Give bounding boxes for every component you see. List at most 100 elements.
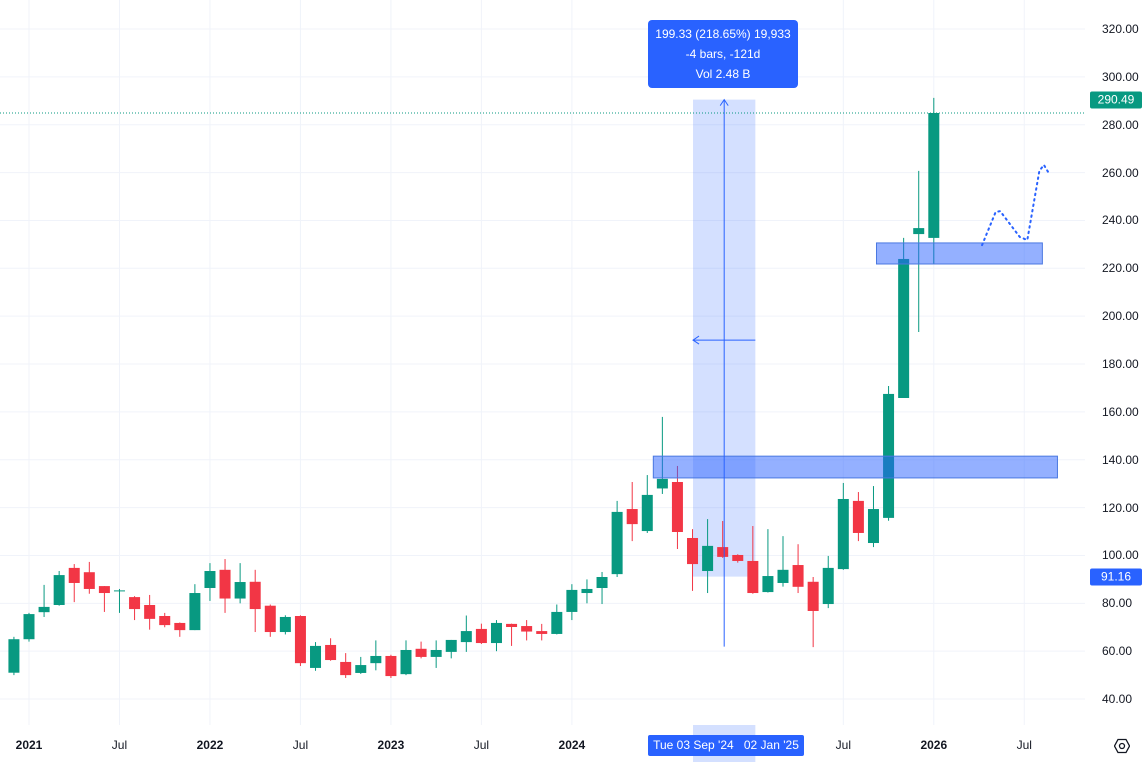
measure-volume: Vol 2.48 B: [695, 67, 751, 81]
candle-down: [294, 616, 306, 664]
candle-up: [189, 593, 201, 631]
candle-down: [340, 661, 352, 676]
arrow-head-icon: [692, 335, 700, 345]
candle-up: [490, 622, 502, 644]
candle-down: [792, 565, 804, 587]
measure-bars: -4 bars, -121d: [685, 47, 761, 61]
candle-up: [234, 582, 246, 599]
candle-down: [264, 605, 276, 633]
x-tick-label: Jul: [835, 738, 851, 752]
x-tick-label: Jul: [473, 738, 490, 752]
candle-down: [536, 631, 548, 634]
x-tick-label: 2024: [558, 738, 586, 752]
candle-up: [8, 639, 20, 673]
y-tick-label: 180.00: [1102, 357, 1139, 372]
support-zone: [875, 242, 1043, 265]
measure-start-price-label: 91.16: [1090, 568, 1142, 586]
y-tick-label: 320.00: [1102, 22, 1139, 36]
candle-up: [355, 665, 367, 673]
candle-up: [551, 611, 563, 634]
y-tick-label: 100.00: [1102, 548, 1139, 563]
last-price-label: 290.49: [1090, 91, 1142, 109]
candle-up: [38, 606, 50, 613]
measure-tooltip: 199.33 (218.65%) 19,933 -4 bars, -121d V…: [648, 20, 798, 88]
x-tick-label: Jul: [1016, 738, 1032, 752]
x-tick-label: 2026: [920, 738, 948, 752]
y-tick-label: 260.00: [1102, 165, 1139, 180]
candle-down: [521, 626, 533, 632]
candle-up: [370, 655, 382, 664]
candle-up: [656, 478, 668, 489]
candle-down: [219, 569, 231, 599]
candle-down: [174, 622, 186, 631]
projection-path: [981, 163, 1051, 247]
candle-up: [445, 639, 457, 652]
arrow-head-icon: [719, 98, 729, 106]
measure-date-range: Tue 03 Sep '24 02 Jan '25: [648, 735, 804, 756]
candle-down: [415, 648, 427, 657]
candle-up: [279, 616, 291, 633]
candle-down: [732, 554, 744, 561]
y-tick-label: 280.00: [1102, 117, 1139, 132]
support-zone: [652, 455, 1058, 479]
y-tick-label: 300.00: [1102, 69, 1139, 84]
y-tick-label: 220.00: [1102, 261, 1139, 276]
candle-up: [400, 649, 412, 675]
y-tick-label: 140.00: [1102, 452, 1139, 467]
candle-down: [144, 604, 156, 619]
x-tick-label: Jul: [111, 738, 128, 752]
y-tick-label: 80.00: [1102, 596, 1133, 611]
candle-up: [928, 112, 940, 238]
candle-up: [867, 509, 879, 544]
candle-down: [807, 581, 819, 611]
candle-up: [762, 576, 774, 593]
candle-up: [204, 571, 216, 589]
gear-icon[interactable]: [1113, 738, 1131, 754]
candle-down: [249, 581, 261, 610]
candle-down: [385, 655, 397, 677]
y-tick-label: 120.00: [1102, 500, 1139, 515]
measure-start-date: Tue 03 Sep '24: [653, 738, 734, 752]
x-tick-label: 2022: [196, 738, 224, 752]
candle-down: [83, 572, 95, 589]
candle-up: [430, 649, 442, 657]
candle-up: [310, 645, 322, 668]
y-tick-label: 40.00: [1102, 692, 1133, 707]
candle-up: [913, 228, 925, 235]
candle-up: [460, 631, 472, 643]
y-tick-label: 200.00: [1102, 309, 1139, 324]
candle-down: [68, 567, 80, 583]
candle-up: [898, 258, 910, 399]
x-tick-label: 2021: [15, 738, 43, 752]
candle-up: [702, 545, 714, 572]
candle-down: [687, 537, 699, 565]
x-tick-label: 2023: [377, 738, 405, 752]
candle-up: [777, 569, 789, 583]
candle-up: [596, 576, 608, 589]
candle-down: [325, 644, 337, 661]
candle-down: [852, 500, 864, 533]
candle-down: [747, 560, 759, 594]
candle-up: [23, 614, 35, 640]
candle-up: [837, 498, 849, 570]
candle-down: [159, 616, 171, 626]
candle-up: [822, 567, 834, 605]
candle-down: [717, 547, 729, 557]
candle-down: [506, 623, 518, 628]
y-tick-label: 240.00: [1102, 213, 1139, 228]
candle-down: [98, 586, 110, 594]
measure-change: 199.33 (218.65%) 19,933: [655, 27, 791, 41]
candle-up: [113, 590, 125, 592]
candle-down: [671, 481, 683, 533]
candle-down: [626, 509, 638, 525]
candle-up: [641, 494, 653, 532]
candle-up: [53, 575, 65, 605]
x-tick-label: Jul: [292, 738, 309, 752]
candle-up: [581, 588, 593, 594]
candle-down: [129, 597, 141, 610]
y-tick-label: 60.00: [1102, 644, 1133, 659]
candle-down: [475, 628, 487, 644]
candle-up: [611, 511, 623, 575]
y-tick-label: 160.00: [1102, 404, 1139, 419]
